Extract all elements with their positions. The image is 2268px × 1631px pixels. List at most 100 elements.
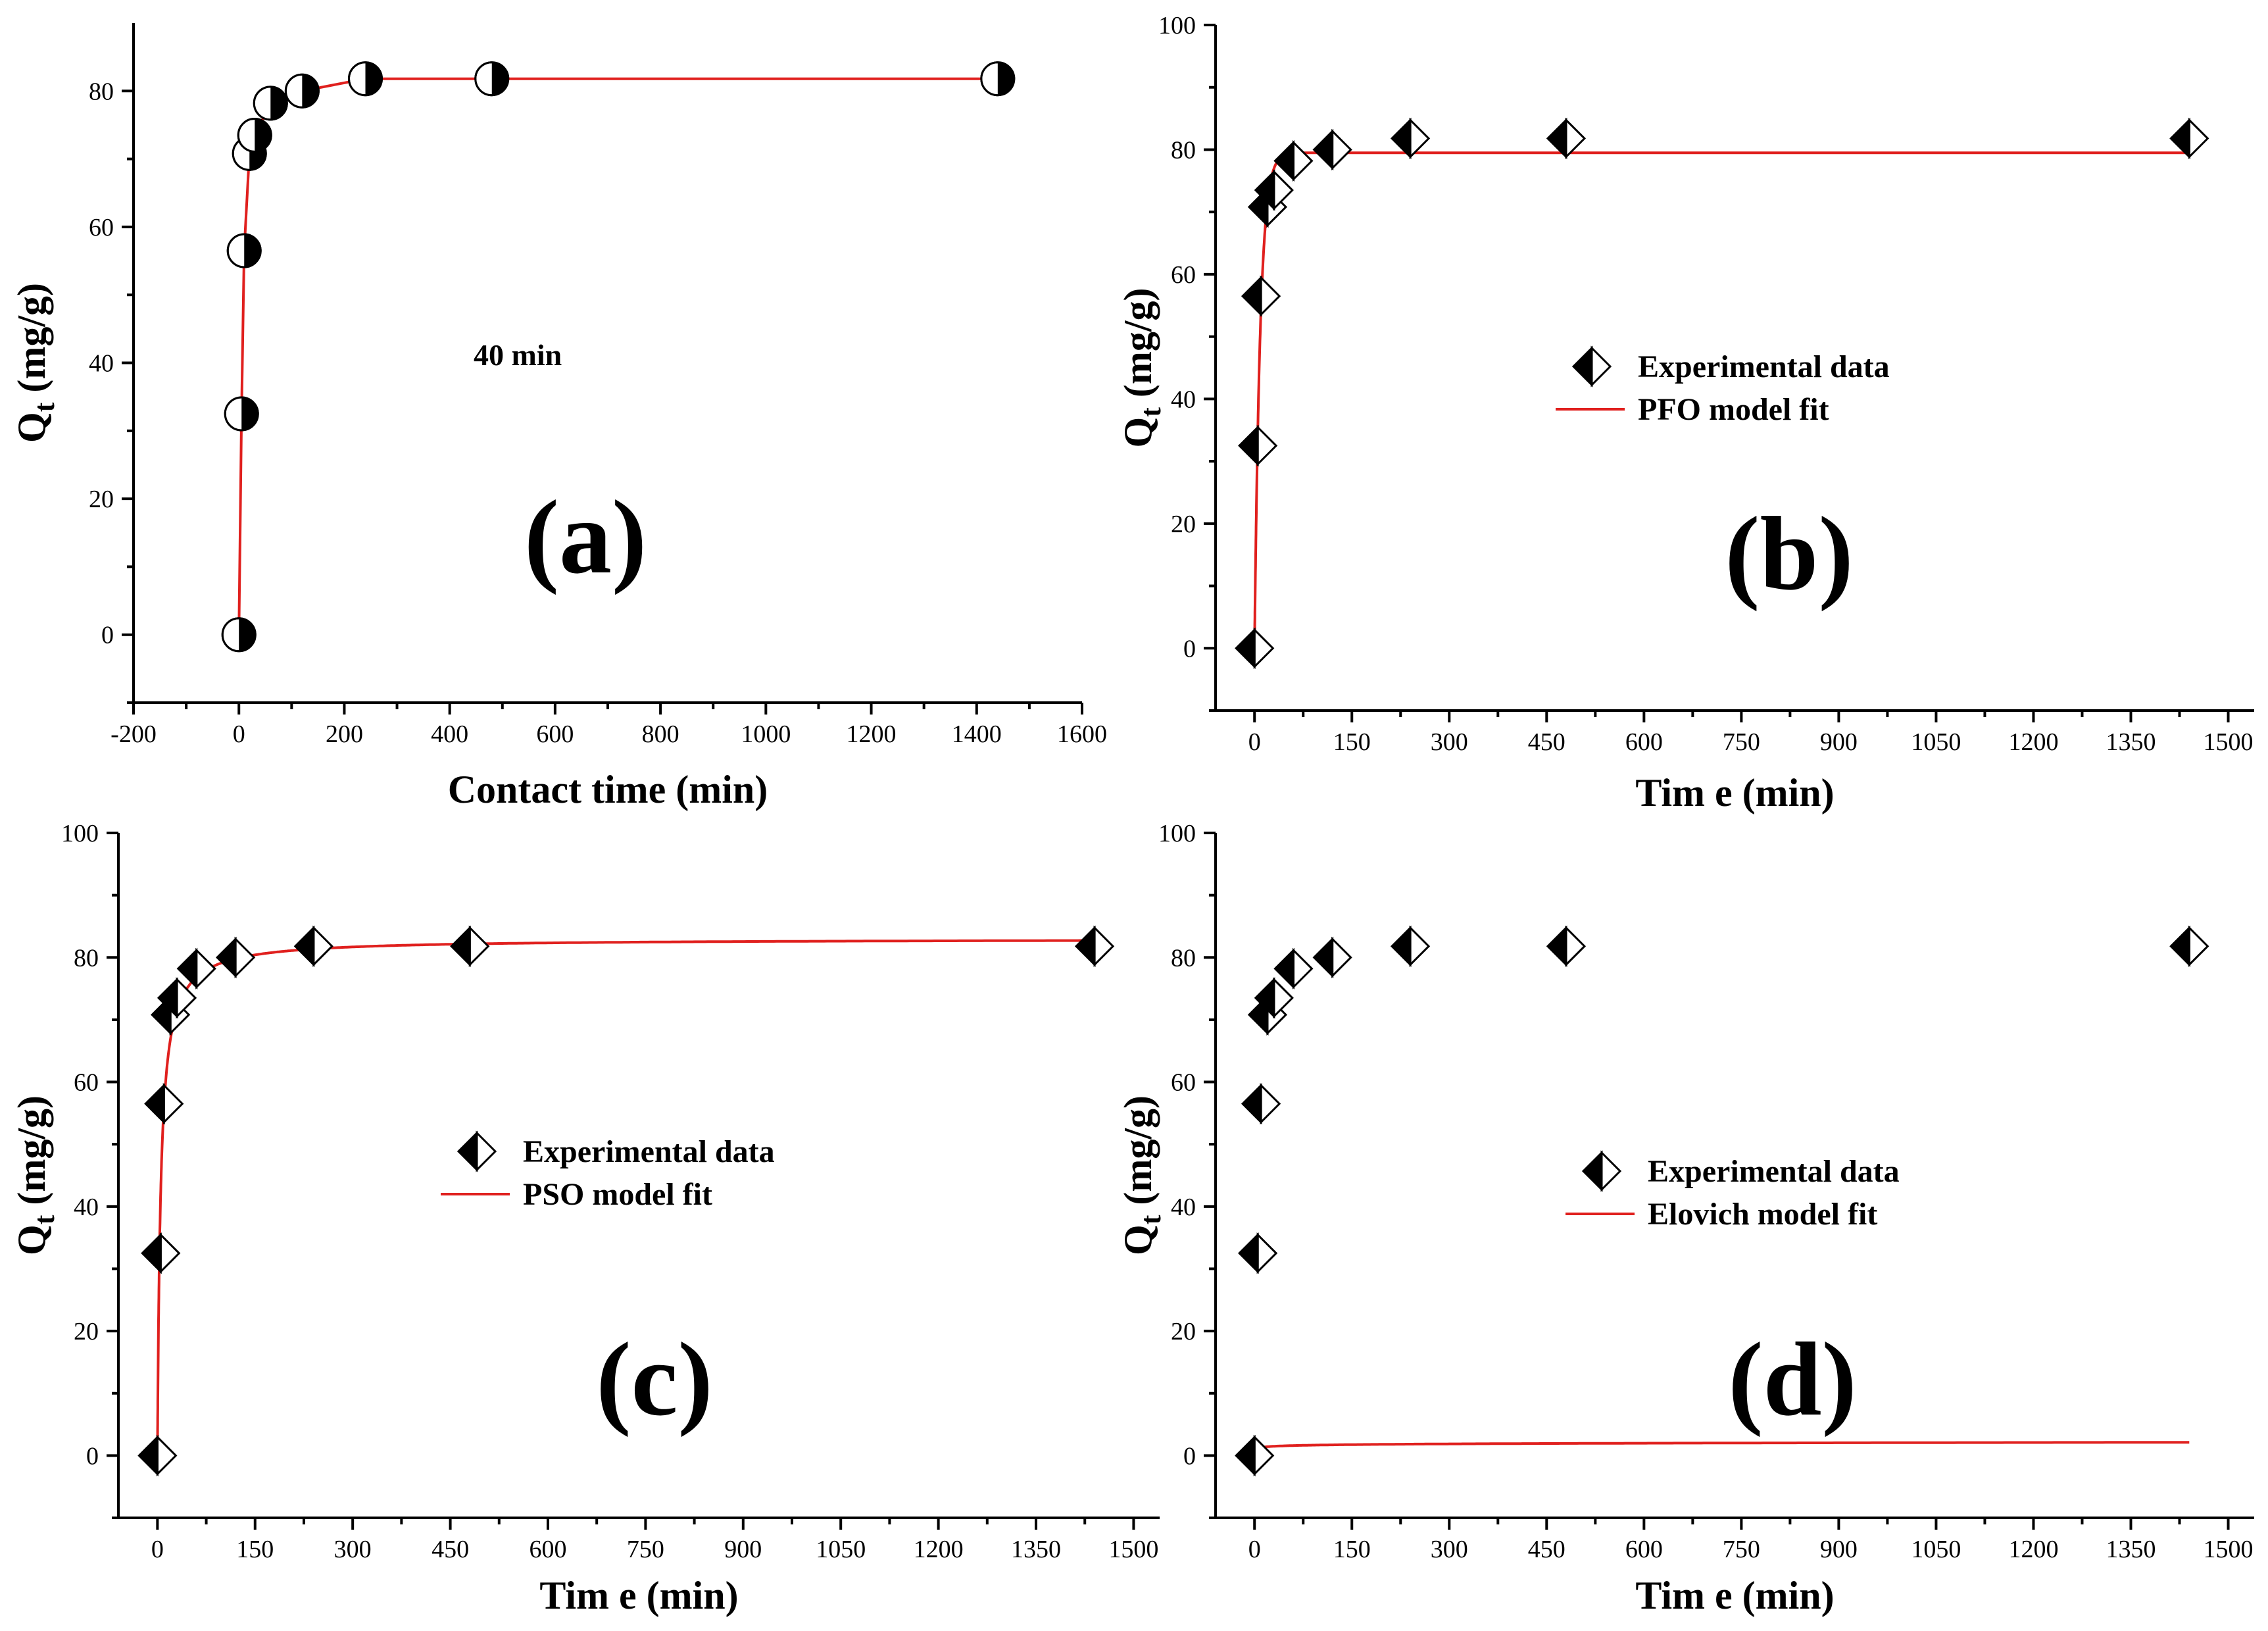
data-point [1390,117,1431,160]
marker-white-half [159,1232,181,1274]
marker-outline [221,617,257,653]
data-point [144,1083,184,1125]
marker-black-half [144,1083,165,1125]
marker-black-half [241,397,259,430]
marker-black-half [157,977,178,1019]
marker-black-half [1312,128,1334,171]
data-point [347,61,383,97]
y-axis-title-subscript: t [1135,407,1167,417]
y-axis-title: Qt (mg/g) [10,283,61,443]
legend-label-model: Elovich model fit [1648,1197,1877,1232]
y-tick-label: 40 [89,350,114,378]
data-point [1235,1434,1275,1476]
y-tick-label: 0 [86,1442,99,1470]
x-tick-label: 1400 [952,720,1002,748]
y-tick-label: 0 [1183,635,1196,663]
x-tick-label: 1000 [741,720,791,748]
marker-white-half [1565,117,1587,160]
marker-black-half [1390,925,1412,967]
y-axis-title-main: Q [10,412,53,443]
marker-black-half [1254,169,1275,211]
data-point [2169,117,2209,160]
y-tick-label: 100 [1158,820,1196,847]
marker-black-half [1390,117,1412,160]
chart-panel-b: 0 150 300 450 600 750 900 1050 1200 1350 1500 0 20 40… [1116,12,2254,815]
x-tick-label: 1200 [914,1536,964,1563]
marker-black-half [1273,947,1294,990]
data-point [1273,947,1314,990]
marker-outline [474,61,510,97]
marker-black-half [1241,1083,1262,1125]
marker-black-half [302,74,319,108]
x-tick-label: 150 [1333,1536,1371,1563]
y-tick-label: 100 [1158,12,1196,39]
marker-black-half [244,234,261,268]
panel-label: (d) [1728,1320,1857,1438]
marker-white-half [312,925,333,967]
y-axis-title-main: Q [10,1224,53,1255]
data-point [1238,1232,1278,1274]
data-point [141,1232,181,1274]
data-point [237,117,272,153]
panel-label: (b) [1725,495,1854,612]
marker-black-half [365,62,382,95]
marker-white-half [1590,345,1612,388]
x-tick-label: 600 [529,1536,566,1563]
marker-outline [237,117,272,153]
data-point [1074,925,1115,967]
x-tick-label: 600 [1625,1536,1663,1563]
y-axis-title-main: Q [1116,417,1160,448]
y-axis-title-subscript: t [28,402,61,412]
x-tick-label: 600 [1625,728,1663,756]
x-axis-title: Tim e (min) [1635,771,1834,815]
y-axis-title: Qt (mg/g) [10,1095,61,1255]
y-tick-label: 0 [101,622,114,649]
x-tick-label: -200 [111,720,157,748]
marker-white-half [1260,1083,1281,1125]
marker-black-half [270,86,287,120]
legend: Experimental data PSO model fit [441,1130,775,1212]
data-point [1238,424,1278,467]
x-axis-title: Contact time (min) [448,768,768,811]
y-tick-label: 60 [74,1069,99,1097]
data-point [1235,627,1275,669]
marker-white-half [2188,925,2209,967]
marker-white-half [1292,139,1314,182]
legend-label-experimental: Experimental data [1638,349,1890,384]
legend-marker [1581,1150,1622,1192]
marker-black-half [137,1434,159,1476]
marker-white-half [1253,1434,1275,1476]
x-tick-label: 1050 [816,1536,866,1563]
y-axis-title-unit: (mg/g) [10,283,53,403]
y-axis-title: Qt (mg/g) [1116,288,1167,448]
y-tick-label: 20 [1171,511,1196,538]
x-tick-label: 1350 [2106,728,2156,756]
x-tick-label: 400 [431,720,468,748]
x-tick-label: 1200 [2008,728,2058,756]
marker-white-half [1409,925,1431,967]
x-tick-label: 0 [233,720,245,748]
data-point [253,86,288,121]
y-axis-title-unit: (mg/g) [10,1095,53,1215]
x-tick-label: 450 [1528,1536,1565,1563]
x-tick-label: 1350 [2106,1536,2156,1563]
data-point [1312,936,1352,978]
marker-black-half [255,118,272,152]
y-tick-label: 40 [1171,1193,1196,1221]
marker-white-half [156,1434,178,1476]
marker-white-half [1256,424,1278,467]
marker-black-half [1581,1150,1603,1192]
data-point [1241,1083,1281,1125]
marker-black-half [1238,1232,1259,1274]
x-tick-label: 1500 [1108,1536,1158,1563]
data-point [226,233,262,268]
marker-white-half [1565,925,1587,967]
data-point [284,73,320,109]
marker-white-half [1253,627,1275,669]
marker-white-half [1292,947,1314,990]
marker-black-half [1235,1434,1256,1476]
y-tick-label: 80 [1171,136,1196,164]
marker-white-half [162,1083,184,1125]
marker-white-half [1093,925,1115,967]
x-tick-label: 300 [1431,1536,1468,1563]
